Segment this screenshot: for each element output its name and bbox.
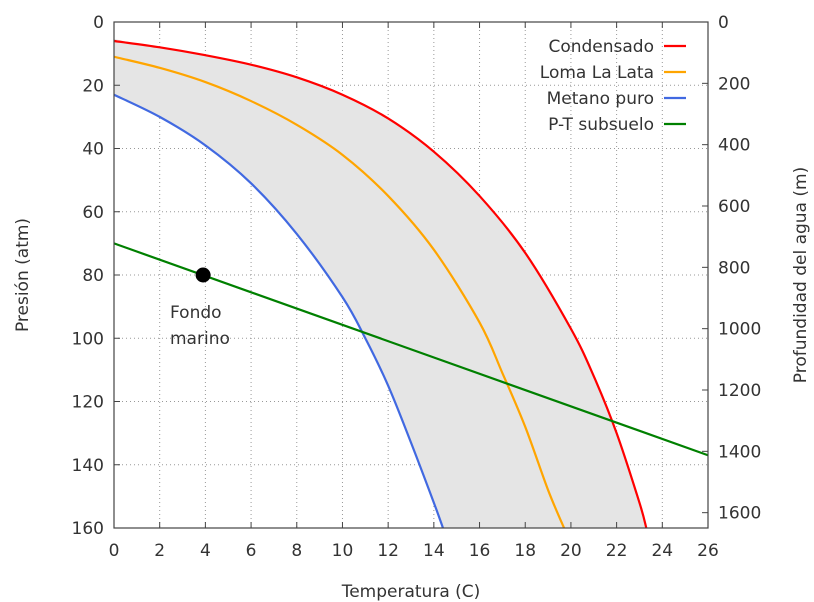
shaded-area — [114, 22, 647, 528]
y-tick-label: 40 — [82, 140, 104, 160]
y2-tick-label: 600 — [718, 197, 750, 217]
series-lines — [114, 39, 708, 528]
legend-label: P-T subsuelo — [548, 115, 654, 135]
y2-axis-label: Profundidad del agua (m) — [791, 167, 811, 383]
legend-label: Loma La Lata — [540, 63, 654, 83]
x-tick-label: 8 — [291, 541, 302, 561]
y-axis-label: Presión (atm) — [13, 218, 33, 332]
annotations: Fondo marino — [170, 267, 230, 349]
legend: Condensado Loma La Lata Metano puro P-T sub… — [540, 37, 686, 135]
x-tick-label: 16 — [469, 541, 491, 561]
x-tick-label: 26 — [697, 541, 719, 561]
x-tick-label: 14 — [423, 541, 445, 561]
x-axis-label: Temperatura (C) — [341, 582, 481, 602]
y-tick-label: 0 — [93, 13, 104, 33]
y2-tick-label: 1400 — [718, 442, 761, 462]
y2-tick-label: 1000 — [718, 320, 761, 340]
y-tick-label: 20 — [82, 76, 104, 96]
y2-tick-label: 400 — [718, 136, 750, 156]
x-tick-label: 0 — [109, 541, 120, 561]
x-tick-label: 20 — [560, 541, 582, 561]
axis-ticks: 0 2 4 6 8 10 12 14 16 18 20 22 24 2602040608010012014… — [72, 13, 762, 561]
x-tick-label: 2 — [154, 541, 165, 561]
y-tick-label: 160 — [72, 519, 104, 539]
y-tick-label: 140 — [72, 456, 104, 476]
x-tick-label: 12 — [377, 541, 399, 561]
series-line-loma-la-lata — [114, 55, 566, 528]
x-tick-label: 22 — [606, 541, 628, 561]
y2-tick-label: 1600 — [718, 504, 761, 524]
x-tick-label: 18 — [514, 541, 536, 561]
series-line-metano-puro — [114, 93, 445, 528]
x-tick-label: 6 — [246, 541, 257, 561]
y2-tick-label: 200 — [718, 74, 750, 94]
y-tick-label: 80 — [82, 266, 104, 286]
series-line-p-t-subsuelo — [114, 242, 708, 457]
y-tick-label: 120 — [72, 393, 104, 413]
legend-label: Metano puro — [547, 89, 654, 109]
series-line-condensado — [114, 39, 648, 528]
x-tick-label: 10 — [332, 541, 354, 561]
y-tick-label: 100 — [72, 329, 104, 349]
x-tick-label: 24 — [651, 541, 673, 561]
x-tick-label: 4 — [200, 541, 211, 561]
shaded-hydrate-region — [114, 22, 647, 528]
y-tick-label: 60 — [82, 203, 104, 223]
annotation-text: marino — [170, 329, 230, 349]
y2-tick-label: 0 — [718, 13, 729, 33]
seafloor-point — [195, 267, 211, 283]
annotation-text: Fondo — [170, 303, 222, 323]
y2-tick-label: 800 — [718, 258, 750, 278]
legend-label: Condensado — [548, 37, 654, 57]
y2-tick-label: 1200 — [718, 381, 761, 401]
